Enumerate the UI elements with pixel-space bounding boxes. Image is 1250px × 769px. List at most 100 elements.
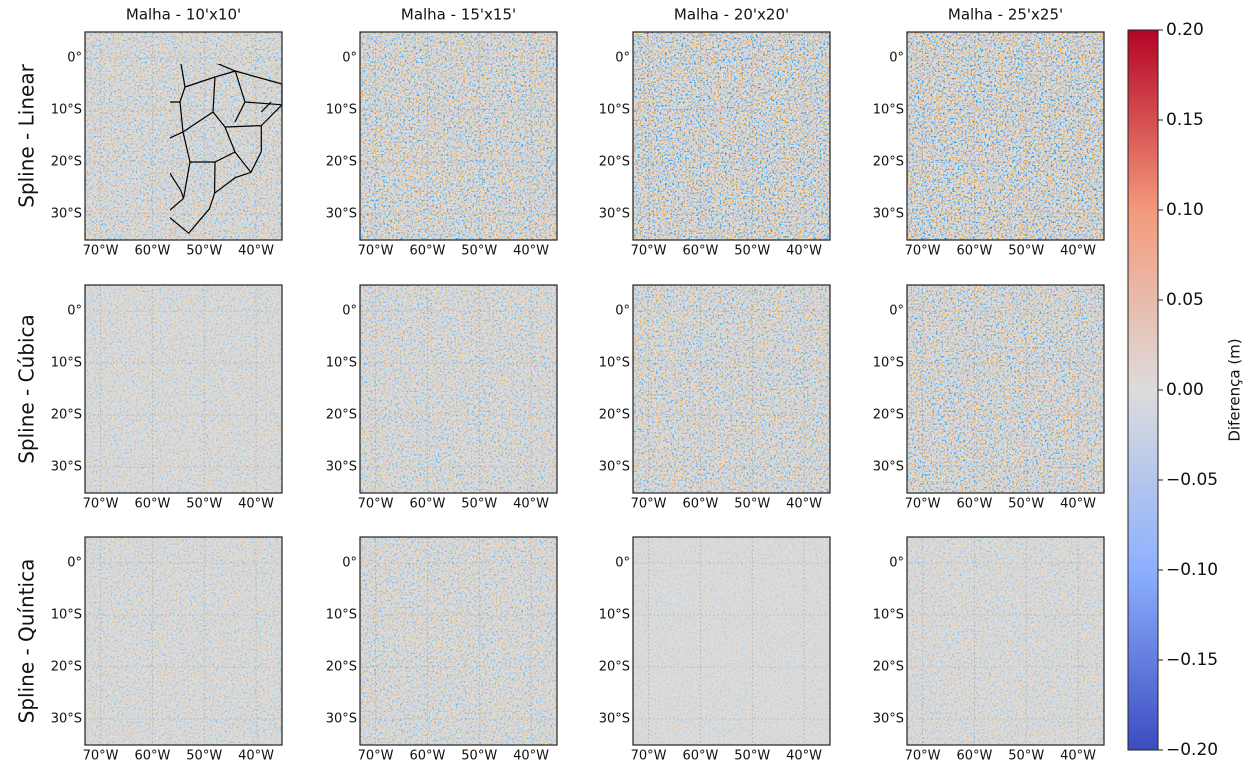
panel-frame bbox=[632, 284, 831, 494]
y-tick-label: 0° bbox=[342, 556, 357, 571]
y-tick-label: 20°S bbox=[326, 660, 357, 675]
y-tick-label: 30°S bbox=[326, 712, 357, 727]
y-tick-label: 30°S bbox=[599, 712, 630, 727]
y-tick-label: 20°S bbox=[51, 408, 82, 423]
x-tick-label: 50°W bbox=[461, 244, 497, 259]
panels: 70°W 60°W 50°W 40°W 0° 10°S 20°S 30°S 70°W 60°W 50… bbox=[51, 31, 1105, 764]
panel-frame bbox=[906, 31, 1105, 241]
colorbar-label: Diferença (m) bbox=[1226, 338, 1244, 441]
panel-frame bbox=[84, 31, 283, 241]
y-tick-label: 10°S bbox=[51, 608, 82, 623]
difference-field bbox=[85, 285, 282, 493]
x-tick-label: 40°W bbox=[238, 749, 274, 764]
x-tick-label: 40°W bbox=[238, 244, 274, 259]
map-panel: 70°W 60°W 50°W 40°W 0° 10°S 20°S 30°S bbox=[873, 31, 1105, 259]
x-tick-label: 60°W bbox=[134, 244, 170, 259]
x-tick-label: 40°W bbox=[1060, 497, 1096, 512]
y-tick-label: 30°S bbox=[873, 207, 904, 222]
x-tick-label: 50°W bbox=[1008, 244, 1044, 259]
map-panel: 70°W 60°W 50°W 40°W 0° 10°S 20°S 30°S bbox=[599, 536, 831, 764]
x-tick-label: 60°W bbox=[409, 244, 445, 259]
y-tick-label: 10°S bbox=[326, 103, 357, 118]
map-panel: 70°W 60°W 50°W 40°W 0° 10°S 20°S 30°S bbox=[873, 284, 1105, 512]
x-tick-label: 70°W bbox=[631, 244, 667, 259]
y-tick-label: 0° bbox=[615, 51, 630, 66]
map-panel: 70°W 60°W 50°W 40°W 0° 10°S 20°S 30°S bbox=[599, 31, 831, 259]
column-title: Malha - 15'x15' bbox=[401, 6, 516, 24]
panel-frame bbox=[632, 31, 831, 241]
x-tick-label: 50°W bbox=[186, 497, 222, 512]
colorbar bbox=[1127, 29, 1159, 751]
difference-field bbox=[907, 285, 1104, 493]
difference-field bbox=[633, 537, 830, 745]
x-tick-label: 50°W bbox=[1008, 749, 1044, 764]
map-panel: 70°W 60°W 50°W 40°W 0° 10°S 20°S 30°S bbox=[326, 284, 558, 512]
y-tick-label: 30°S bbox=[599, 207, 630, 222]
difference-field bbox=[633, 32, 830, 240]
y-tick-label: 0° bbox=[615, 304, 630, 319]
colorbar-tick-label: −0.15 bbox=[1166, 650, 1218, 670]
x-tick-label: 50°W bbox=[1008, 497, 1044, 512]
y-tick-label: 30°S bbox=[51, 712, 82, 727]
x-tick-label: 40°W bbox=[513, 497, 549, 512]
x-tick-label: 40°W bbox=[786, 244, 822, 259]
panel-frame bbox=[906, 536, 1105, 746]
colorbar-tick-label: −0.20 bbox=[1166, 740, 1218, 760]
x-tick-label: 60°W bbox=[409, 749, 445, 764]
y-tick-label: 0° bbox=[889, 304, 904, 319]
y-tick-label: 20°S bbox=[873, 660, 904, 675]
x-tick-label: 70°W bbox=[83, 749, 119, 764]
colorbar-tick-label: 0.15 bbox=[1166, 110, 1204, 130]
y-tick-label: 30°S bbox=[326, 460, 357, 475]
y-tick-label: 20°S bbox=[51, 660, 82, 675]
x-tick-label: 70°W bbox=[358, 244, 394, 259]
x-tick-label: 40°W bbox=[513, 244, 549, 259]
row-label: Spline - Quíntica bbox=[15, 559, 39, 724]
difference-field bbox=[85, 537, 282, 745]
map-panel: 70°W 60°W 50°W 40°W 0° 10°S 20°S 30°S bbox=[51, 284, 283, 512]
colorbar-tick-label: 0.10 bbox=[1166, 200, 1204, 220]
x-tick-label: 50°W bbox=[734, 749, 770, 764]
x-tick-label: 50°W bbox=[186, 749, 222, 764]
y-tick-label: 10°S bbox=[599, 103, 630, 118]
x-tick-label: 40°W bbox=[238, 497, 274, 512]
y-tick-label: 0° bbox=[889, 556, 904, 571]
x-tick-label: 70°W bbox=[358, 749, 394, 764]
panel-frame bbox=[359, 536, 558, 746]
x-tick-label: 70°W bbox=[905, 244, 941, 259]
panel-frame bbox=[906, 284, 1105, 494]
y-tick-label: 10°S bbox=[873, 608, 904, 623]
map-panel: 70°W 60°W 50°W 40°W 0° 10°S 20°S 30°S bbox=[873, 536, 1105, 764]
x-tick-label: 70°W bbox=[905, 497, 941, 512]
column-title: Malha - 20'x20' bbox=[674, 6, 789, 24]
y-tick-label: 10°S bbox=[51, 103, 82, 118]
y-tick-label: 30°S bbox=[51, 460, 82, 475]
x-tick-label: 70°W bbox=[358, 497, 394, 512]
colorbar-tick-label: 0.20 bbox=[1166, 20, 1204, 40]
colorbar-tick-label: −0.10 bbox=[1166, 560, 1218, 580]
y-tick-label: 30°S bbox=[873, 460, 904, 475]
x-tick-label: 60°W bbox=[682, 244, 718, 259]
x-tick-label: 60°W bbox=[682, 749, 718, 764]
y-tick-label: 0° bbox=[67, 304, 82, 319]
y-tick-label: 0° bbox=[342, 51, 357, 66]
difference-field bbox=[907, 537, 1104, 745]
column-title: Malha - 25'x25' bbox=[948, 6, 1063, 24]
y-tick-label: 10°S bbox=[51, 356, 82, 371]
x-tick-label: 60°W bbox=[956, 497, 992, 512]
x-tick-label: 50°W bbox=[186, 244, 222, 259]
x-tick-label: 60°W bbox=[956, 749, 992, 764]
y-tick-label: 20°S bbox=[326, 408, 357, 423]
x-tick-label: 50°W bbox=[734, 497, 770, 512]
y-tick-label: 10°S bbox=[873, 103, 904, 118]
y-tick-label: 0° bbox=[342, 304, 357, 319]
difference-field bbox=[360, 537, 557, 745]
panel-frame bbox=[84, 536, 283, 746]
x-tick-label: 50°W bbox=[734, 244, 770, 259]
x-tick-label: 50°W bbox=[461, 749, 497, 764]
map-panel: 70°W 60°W 50°W 40°W 0° 10°S 20°S 30°S bbox=[326, 31, 558, 259]
x-tick-label: 70°W bbox=[631, 749, 667, 764]
panel-frame bbox=[359, 284, 558, 494]
map-panel: 70°W 60°W 50°W 40°W 0° 10°S 20°S 30°S bbox=[599, 284, 831, 512]
